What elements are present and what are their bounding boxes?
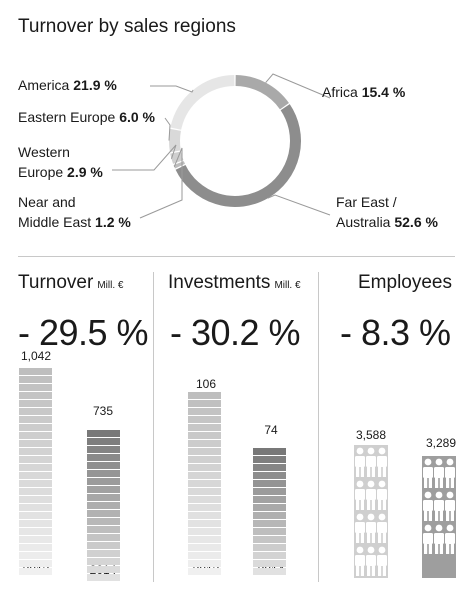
employees-title: Employees [358,272,452,293]
label-far-east: Far East / Australia 52.6 % [336,194,438,230]
investments-bar-2013 [188,392,221,575]
section-divider [18,256,455,257]
leader-line-easteu [164,117,171,141]
donut-segment-easteu [169,128,181,153]
investments-bar-2014 [253,448,286,575]
chart-title: Turnover by sales regions [18,16,236,37]
label-near-middle-east: Near and Middle East 1.2 % [18,194,131,230]
employees-bar-2014 [422,456,456,578]
leader-line-africa [265,73,331,99]
panel-divider-1 [153,272,154,582]
turnover-2013-value: 1,042 [20,349,52,363]
leader-line-america [150,85,194,93]
employees-2013-value: 3,588 [355,428,387,442]
employees-2014-value: 3,289 [425,436,457,450]
investments-title: Investments Mill. € [168,272,301,293]
turnover-bar-2014 [87,430,120,581]
turnover-change: - 29.5 % [18,312,149,353]
employees-change: - 8.3 % [340,312,451,353]
turnover-2014-value: 735 [92,404,114,418]
donut-segment-westeu [170,151,184,164]
investments-2014-value: 74 [264,423,278,437]
donut-segment-america [170,75,235,130]
investments-2013-value: 106 [195,377,217,391]
label-eastern-europe: Eastern Europe 6.0 % [18,109,155,125]
turnover-bar-2013 [19,368,52,575]
turnover-title: Turnover Mill. € [18,272,124,293]
investments-change: - 30.2 % [170,312,301,353]
employees-bar-2013 [354,445,388,578]
donut-segment-nearmiddle [173,161,186,169]
leader-line-fareast [267,194,331,216]
label-africa: Africa 15.4 % [322,84,406,100]
donut-segment-africa [235,75,289,110]
label-western-europe: Western Europe 2.9 % [18,144,103,180]
label-america: America 21.9 % [18,77,117,93]
panel-divider-2 [318,272,319,582]
donut-segment-fareast [175,104,301,207]
leader-line-westeu [112,144,177,171]
leader-line-nearmiddle [139,147,183,219]
